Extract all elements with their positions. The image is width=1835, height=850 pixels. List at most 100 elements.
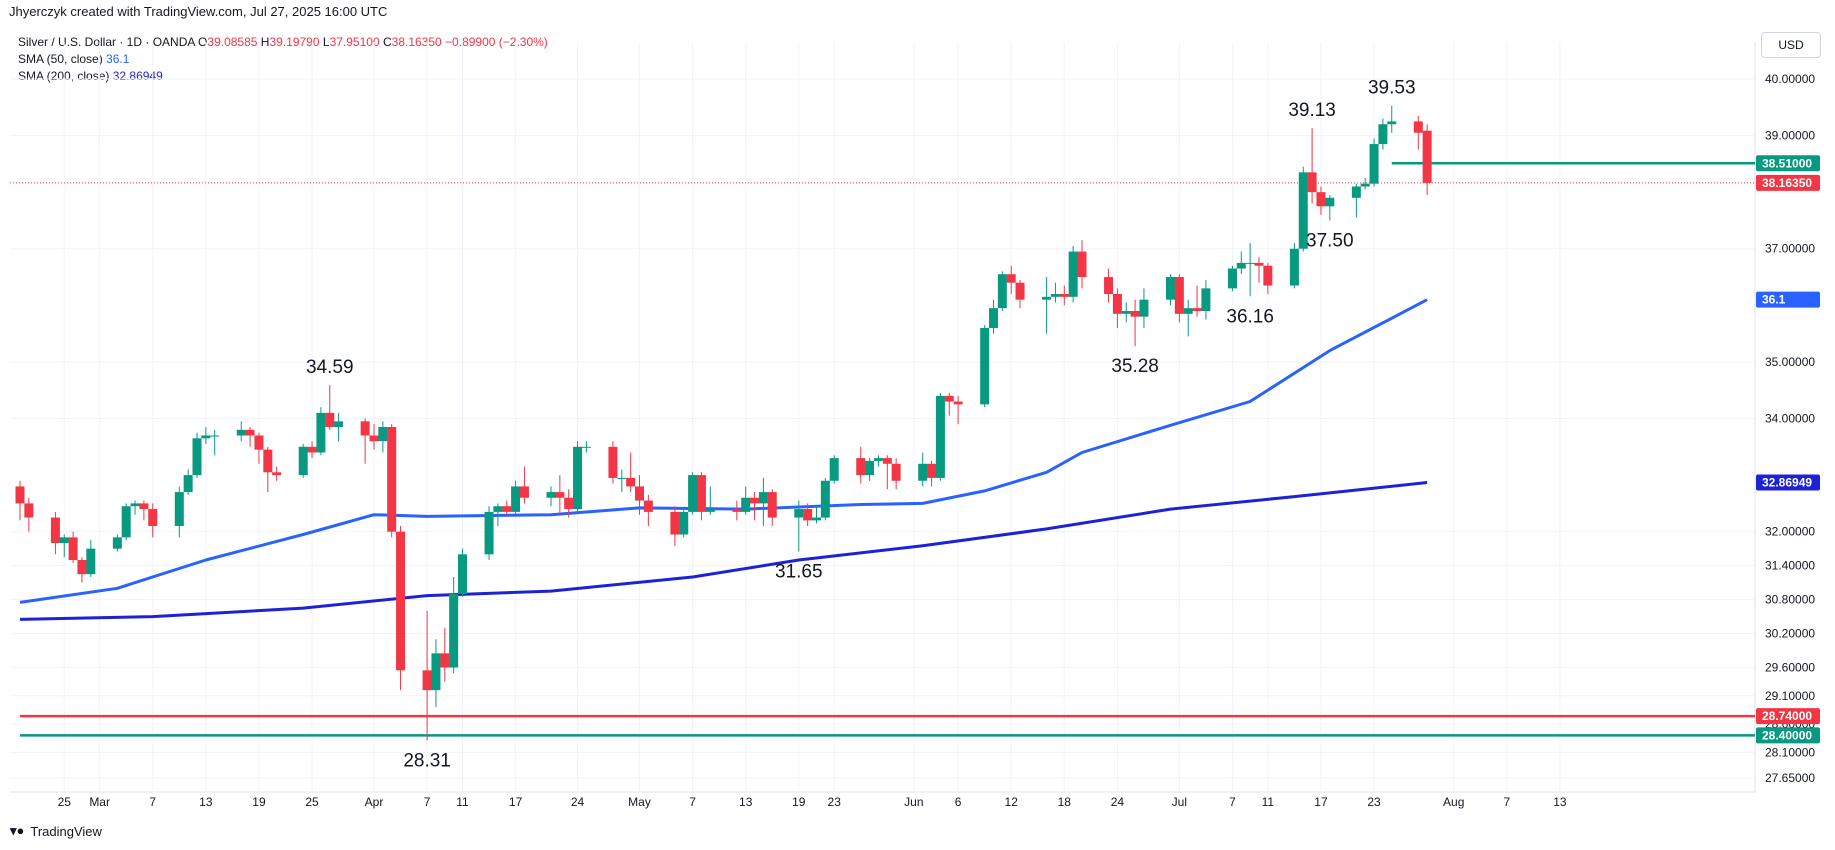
candle-body xyxy=(86,548,96,575)
y-tick-label: 29.60000 xyxy=(1765,661,1815,675)
candle-body xyxy=(767,492,777,518)
x-tick-label: May xyxy=(628,795,651,809)
sma50-label: SMA (50, close) xyxy=(18,52,103,66)
candle-body xyxy=(1059,294,1069,297)
price-annotation: 39.13 xyxy=(1288,100,1336,121)
candle-body xyxy=(1289,248,1299,286)
price-axis-tag xyxy=(1756,291,1820,308)
candle-body xyxy=(670,511,680,535)
candle-body xyxy=(1298,172,1308,249)
low-label: L xyxy=(322,35,330,49)
candle-body xyxy=(121,506,131,538)
ohlc-legend-row: Silver / U.S. Dollar · 1D · OANDA O39.08… xyxy=(18,34,548,51)
price-axis-tag-label: 38.16350 xyxy=(1762,176,1812,190)
price-annotation: 36.16 xyxy=(1226,306,1274,327)
candle-body xyxy=(210,435,220,437)
candle-body xyxy=(519,486,529,498)
price-axis-tag xyxy=(1756,474,1820,491)
x-tick-label: 7 xyxy=(1229,795,1236,809)
candle-body xyxy=(1378,124,1388,145)
candle-body xyxy=(59,537,69,544)
candle-body xyxy=(192,438,202,476)
candle-body xyxy=(325,412,335,427)
candle-body xyxy=(935,395,945,478)
candle-body xyxy=(794,509,804,518)
y-tick-label: 39.00000 xyxy=(1765,129,1815,143)
candle-body xyxy=(183,475,193,493)
sma50-legend-row[interactable]: SMA (50, close) 36.1 xyxy=(18,51,548,68)
candle-body xyxy=(1316,192,1326,207)
candle-body xyxy=(1201,288,1211,311)
candle-body xyxy=(564,497,574,510)
x-tick-label: 7 xyxy=(1503,795,1510,809)
candle-body xyxy=(1413,121,1423,133)
x-tick-label: Jun xyxy=(904,795,923,809)
candle-body xyxy=(635,486,644,501)
candle-body xyxy=(360,421,370,436)
x-tick-label: Mar xyxy=(89,795,110,809)
candle-body xyxy=(581,446,591,448)
candle-body xyxy=(1174,277,1184,314)
open-value: 39.08585 xyxy=(207,35,258,49)
candle-body xyxy=(741,497,751,512)
candle-body xyxy=(484,511,494,555)
candle-body xyxy=(865,460,875,476)
change-value: −0.89900 (−2.30%) xyxy=(445,35,548,49)
candle-body xyxy=(1307,172,1317,193)
x-tick-label: 7 xyxy=(149,795,156,809)
sma50-line xyxy=(19,298,1428,604)
candle-body xyxy=(1387,121,1397,125)
x-tick-label: 19 xyxy=(792,795,806,809)
sma200-line xyxy=(19,481,1428,621)
candle-body xyxy=(139,503,149,510)
price-axis-tag xyxy=(1756,174,1820,191)
y-tick-label: 29.10000 xyxy=(1765,689,1815,703)
candle-body xyxy=(1369,144,1379,184)
footer-brand: TradingView xyxy=(30,823,102,839)
x-tick-label: 13 xyxy=(1553,795,1567,809)
candle-body xyxy=(688,475,698,512)
candle-body xyxy=(316,412,326,453)
high-label: H xyxy=(260,35,270,49)
x-tick-label: 7 xyxy=(689,795,696,809)
candle-body xyxy=(1236,262,1246,269)
sma200-legend-row[interactable]: SMA (200, close) 32.86949 xyxy=(18,68,548,85)
candle-body xyxy=(617,477,627,479)
low-value: 37.95100 xyxy=(329,35,380,49)
open-label: O xyxy=(198,35,208,49)
candle-body xyxy=(882,458,892,464)
candle-body xyxy=(1068,251,1078,297)
attribution-text: Jhyerczyk created with TradingView.com, … xyxy=(9,4,388,19)
candle-body xyxy=(891,463,901,481)
high-value: 39.19790 xyxy=(269,35,320,49)
candle-body xyxy=(989,308,998,328)
candle-body xyxy=(626,477,636,487)
symbol-name: Silver / U.S. Dollar · 1D · OANDA xyxy=(18,35,195,49)
candle-body xyxy=(732,509,742,512)
price-axis-tag-label: 28.74000 xyxy=(1762,709,1812,723)
candle-body xyxy=(77,559,87,575)
candle-body xyxy=(1015,282,1025,300)
currency-button[interactable]: USD xyxy=(1761,32,1821,58)
candle-body xyxy=(68,537,78,560)
candle-body xyxy=(812,517,821,521)
candle-body xyxy=(1006,274,1016,283)
candle-body xyxy=(758,492,768,504)
price-annotation: 34.59 xyxy=(306,357,354,378)
candle-body xyxy=(15,486,25,504)
price-axis-tag-label: 28.40000 xyxy=(1762,728,1812,742)
candle-body xyxy=(1112,294,1122,314)
candle-body xyxy=(298,446,308,476)
x-tick-label: 11 xyxy=(1262,795,1275,809)
price-axis-tag xyxy=(1756,727,1820,744)
candle-body xyxy=(1139,299,1149,317)
candle-body xyxy=(1166,277,1175,300)
candle-body xyxy=(387,427,397,532)
candle-body xyxy=(1130,310,1140,317)
candle-body xyxy=(272,472,282,476)
candle-body xyxy=(873,458,883,461)
candle-body xyxy=(750,497,760,504)
candle-body xyxy=(555,492,565,498)
y-tick-label: 32.00000 xyxy=(1765,525,1815,539)
